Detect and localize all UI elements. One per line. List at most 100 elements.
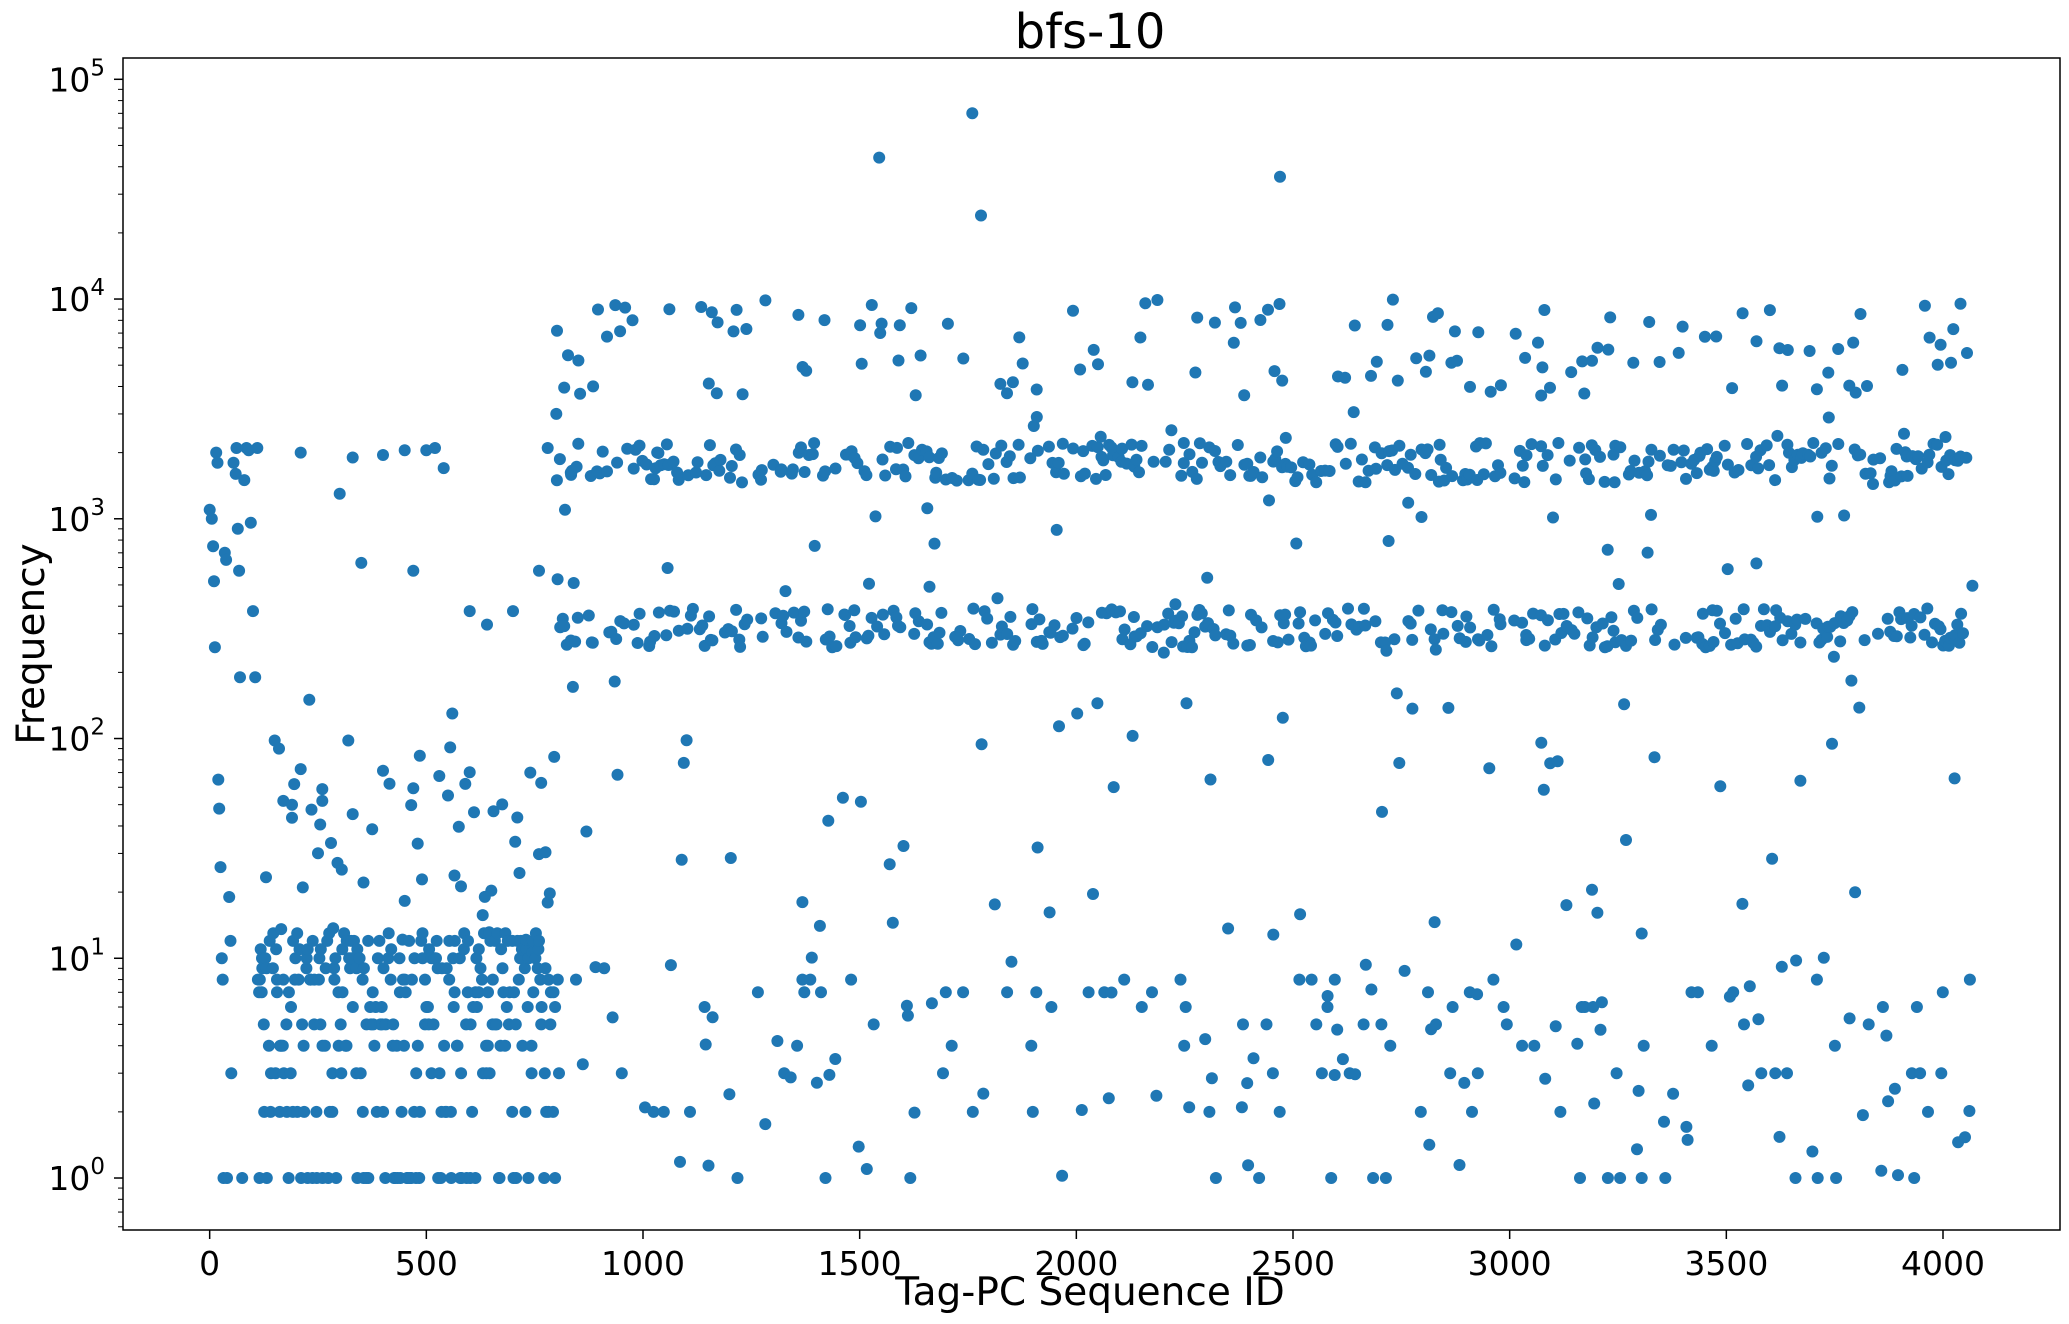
- data-point: [614, 325, 627, 338]
- data-point: [677, 756, 690, 769]
- data-point: [260, 871, 272, 884]
- data-point: [459, 777, 472, 790]
- data-point: [434, 1172, 447, 1184]
- data-point: [535, 776, 548, 789]
- data-point: [468, 806, 480, 819]
- data-point: [1588, 1097, 1601, 1110]
- data-point: [1535, 440, 1548, 453]
- data-point: [448, 934, 461, 947]
- data-point: [1675, 456, 1688, 469]
- data-point: [755, 612, 768, 625]
- data-point: [1948, 772, 1961, 785]
- data-point: [1936, 986, 1949, 999]
- data-point: [1698, 330, 1711, 343]
- data-point: [1078, 467, 1091, 480]
- data-point: [787, 606, 800, 619]
- data-point: [1578, 387, 1591, 400]
- data-point: [1016, 357, 1029, 370]
- data-point: [1189, 366, 1202, 379]
- data-point: [1696, 607, 1709, 620]
- data-point: [1528, 1039, 1541, 1052]
- data-point: [224, 934, 237, 947]
- data-point: [596, 445, 609, 458]
- data-point: [474, 962, 487, 975]
- data-point: [1776, 634, 1789, 647]
- data-point: [702, 1159, 715, 1172]
- data-point: [822, 814, 835, 827]
- data-point: [1721, 458, 1734, 471]
- data-point: [1256, 471, 1269, 484]
- data-point: [280, 1018, 293, 1031]
- data-point: [451, 1039, 464, 1052]
- data-point: [298, 1105, 311, 1118]
- data-point: [1579, 453, 1592, 466]
- data-point: [382, 927, 395, 940]
- data-point: [282, 1172, 295, 1184]
- data-point: [566, 680, 579, 693]
- data-point: [1648, 751, 1661, 764]
- data-point: [1822, 411, 1835, 424]
- data-point: [251, 442, 264, 454]
- data-point: [1803, 345, 1816, 357]
- data-point: [470, 1001, 483, 1013]
- plot-frame: [122, 57, 2061, 1231]
- data-point: [601, 465, 613, 478]
- data-point: [1923, 448, 1936, 461]
- data-point: [1126, 376, 1139, 389]
- data-point: [810, 1076, 823, 1089]
- data-point: [1183, 1101, 1196, 1114]
- data-point: [1331, 440, 1344, 453]
- data-point: [1582, 473, 1595, 486]
- data-point: [1752, 1013, 1765, 1026]
- data-point: [1339, 371, 1352, 384]
- data-point: [1030, 383, 1043, 396]
- data-point: [854, 319, 867, 332]
- data-point: [1303, 458, 1316, 471]
- data-point: [335, 863, 348, 876]
- data-point: [941, 317, 954, 330]
- data-point: [1186, 641, 1198, 654]
- data-point: [1043, 906, 1056, 919]
- data-point: [1872, 627, 1884, 640]
- data-point: [724, 852, 737, 864]
- data-point: [1276, 711, 1289, 724]
- data-point: [1290, 537, 1303, 550]
- data-point: [1535, 736, 1548, 749]
- data-point: [1755, 1067, 1768, 1080]
- data-point: [362, 1172, 375, 1184]
- data-point: [1494, 466, 1507, 479]
- data-point: [203, 503, 216, 516]
- data-point: [1013, 471, 1026, 484]
- data-point: [455, 880, 467, 893]
- data-point: [292, 973, 305, 986]
- data-point: [1365, 369, 1377, 382]
- data-point: [525, 1067, 538, 1080]
- data-point: [1178, 1039, 1191, 1052]
- data-point: [1520, 449, 1533, 462]
- data-point: [262, 1039, 275, 1052]
- data-point: [1424, 623, 1437, 636]
- data-point: [216, 973, 229, 986]
- data-point: [1274, 170, 1286, 183]
- data-point: [385, 943, 398, 956]
- data-point: [777, 609, 790, 622]
- data-point: [522, 1172, 535, 1184]
- data-point: [405, 973, 418, 986]
- data-point: [314, 818, 327, 831]
- data-point: [1926, 636, 1938, 649]
- data-point: [1738, 1018, 1750, 1031]
- data-point: [333, 487, 346, 500]
- data-point: [1618, 698, 1631, 711]
- data-point: [1901, 469, 1914, 482]
- x-tick-label: 2000: [1034, 1244, 1118, 1283]
- data-point: [413, 1105, 426, 1118]
- data-point: [1169, 598, 1182, 611]
- data-point: [260, 1172, 273, 1184]
- data-point: [1165, 424, 1178, 437]
- data-point: [1781, 1067, 1793, 1080]
- data-point: [1494, 379, 1507, 392]
- data-point: [609, 299, 622, 312]
- data-point: [223, 891, 236, 903]
- y-axis-label: Frequency: [9, 543, 54, 744]
- data-point: [481, 1039, 494, 1052]
